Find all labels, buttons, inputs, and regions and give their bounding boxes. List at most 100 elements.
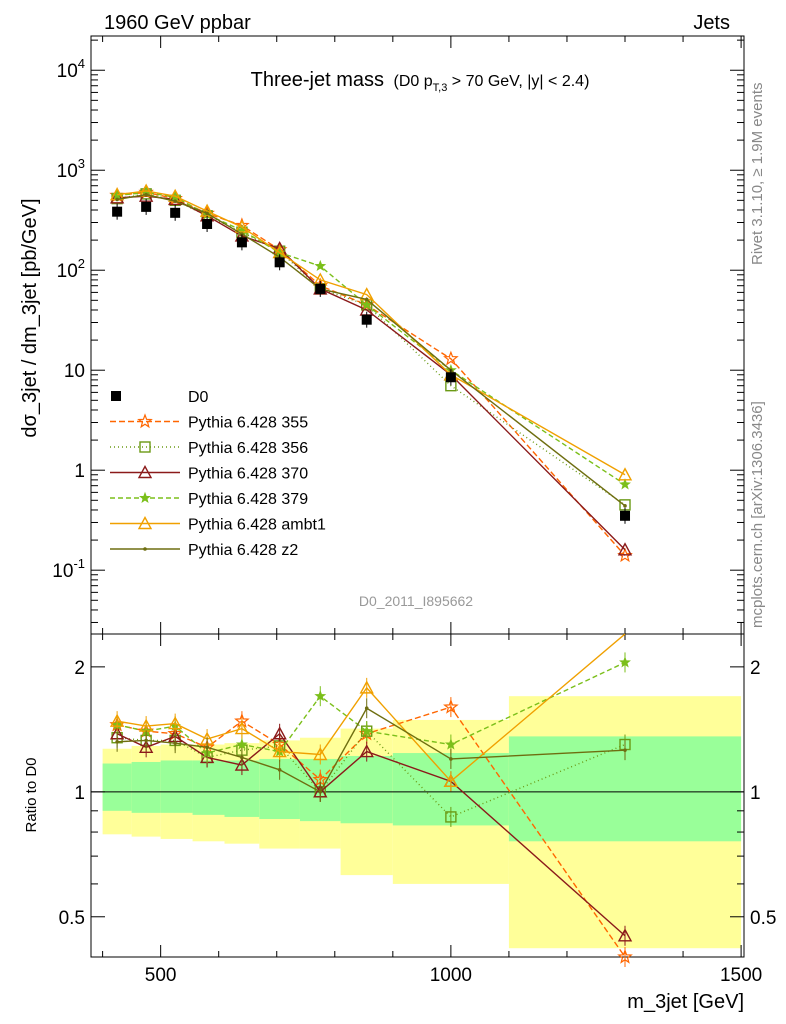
series-z2-point xyxy=(205,211,209,216)
legend-370-marker xyxy=(137,465,153,479)
series-379-point xyxy=(314,259,327,272)
series-355-line xyxy=(117,191,626,557)
series-z2-point xyxy=(240,232,244,236)
d0-point xyxy=(445,372,456,383)
chart-title: Three-jet mass (D0 pT,3 > 70 GeV, |y| < … xyxy=(251,69,590,94)
d0-point xyxy=(141,201,152,212)
ratio-series-z2-point xyxy=(449,757,453,761)
d0-point xyxy=(202,218,213,229)
series-z2-point xyxy=(173,199,177,204)
ratio-series-ambt1-line xyxy=(117,633,626,783)
ratio-series-ambt1-point xyxy=(167,716,183,730)
ratio-series-379-point xyxy=(235,738,248,750)
series-ambt1-point xyxy=(617,467,633,481)
ratio-series-370-point xyxy=(617,928,633,942)
legend-z2-marker xyxy=(143,547,147,551)
legend-z2-label: Pythia 6.428 z2 xyxy=(188,542,298,559)
series-379-line xyxy=(117,191,626,486)
watermark: D0_2011_I895662 xyxy=(359,593,473,609)
legend-355-label: Pythia 6.428 355 xyxy=(188,415,308,432)
mcplots-label: mcplots.cern.ch [arXiv:1306.3436] xyxy=(749,401,766,628)
ratio-series-379-point xyxy=(360,725,373,737)
legend-379-marker xyxy=(139,491,151,503)
series-370-point xyxy=(617,542,633,556)
ratio-series-z2-point xyxy=(277,767,282,772)
chart-subtitle-sub: T,3 xyxy=(433,82,448,94)
ratio-series-370-point xyxy=(359,744,374,758)
x-axis-label: m_3jet [GeV] xyxy=(627,991,744,1013)
ratio-series-ambt1-point xyxy=(109,713,125,727)
series-z2-line xyxy=(117,193,626,507)
ratio-series-z2-point xyxy=(115,739,119,744)
uncertainty-band-inner xyxy=(131,761,161,813)
chart-subtitle-pre: (D0 p xyxy=(394,73,433,90)
uncertainty-band-inner xyxy=(192,760,225,815)
uncertainty-band-inner xyxy=(160,760,193,813)
legend-370-label: Pythia 6.428 370 xyxy=(188,466,308,483)
ratio-series-379-point xyxy=(314,690,327,702)
y-axis-label: dσ_3jet / dm_3jet [pb/GeV] xyxy=(19,198,41,437)
x-tick-label: 1500 xyxy=(720,965,762,986)
d0-point xyxy=(315,283,326,294)
ratio-series-z2-line xyxy=(117,707,626,793)
y-tick-label: 104 xyxy=(57,56,85,82)
ratio-y-tick-label-right: 1 xyxy=(750,783,761,804)
ratio-series-370-point xyxy=(272,726,287,740)
ratio-series-z2-point xyxy=(623,748,627,752)
series-ambt1-point xyxy=(234,219,250,233)
y-tick-label: 10-1 xyxy=(52,556,85,582)
x-tick-label: 1000 xyxy=(430,965,472,986)
legend-d0-marker xyxy=(111,391,121,401)
legend-355-marker xyxy=(137,413,153,429)
ratio-frame-border xyxy=(90,633,745,958)
series-ambt1-line xyxy=(117,190,626,476)
chart-subtitle-post: > 70 GeV, |y| < 2.4) xyxy=(447,73,589,90)
legend-379-label: Pythia 6.428 379 xyxy=(188,491,308,508)
uncertainty-band-inner xyxy=(102,763,132,811)
ratio-y-tick-label: 0.5 xyxy=(59,908,85,929)
ratio-series-z2-point xyxy=(205,745,209,750)
d0-point xyxy=(236,237,247,248)
header-left: 1960 GeV ppbar xyxy=(104,12,251,34)
ratio-series-370-point xyxy=(138,739,154,754)
d0-point xyxy=(361,314,372,325)
series-355-point xyxy=(443,350,459,366)
ratio-series-379-line xyxy=(116,661,626,754)
chart-title-main: Three-jet mass xyxy=(251,69,384,91)
d0-point xyxy=(274,257,285,268)
d0-point xyxy=(620,510,631,521)
y-tick-label: 10 xyxy=(64,361,85,382)
x-tick-label: 500 xyxy=(145,965,177,986)
ratio-series-ambt1-point xyxy=(443,773,459,788)
ratio-series-ambt1-point xyxy=(313,747,328,761)
series-z2-point xyxy=(144,192,148,197)
ratio-y-tick-label: 1 xyxy=(74,783,85,804)
legend-356-marker xyxy=(139,441,151,453)
ratio-series-379-point xyxy=(619,656,631,668)
ratio-series-355-line xyxy=(116,706,626,958)
series-370-point xyxy=(167,192,183,206)
series-379-point xyxy=(619,478,631,490)
y-tick-label: 103 xyxy=(57,156,85,182)
series-z2-point xyxy=(115,197,119,202)
ratio-series-z2-point xyxy=(364,706,369,711)
y-tick-label: 1 xyxy=(74,461,85,482)
series-356-line xyxy=(117,193,626,506)
series-z2-point xyxy=(364,297,369,302)
ratio-series-356-point xyxy=(445,811,457,823)
header-right: Jets xyxy=(693,12,730,34)
ratio-series-z2-point xyxy=(144,738,148,743)
ratio-series-355-point xyxy=(443,698,459,714)
rivet-label: Rivet 3.1.10, ≥ 1.9M events xyxy=(749,83,766,266)
ratio-y-tick-label-right: 0.5 xyxy=(750,908,776,929)
legend: D0 Pythia 6.428 355 Pythia 6.428 356 Pythia… xyxy=(110,389,326,559)
y-tick-label: 102 xyxy=(57,256,85,282)
ratio-y-tick-label-right: 2 xyxy=(750,658,761,679)
ratio-series-ambt1-point xyxy=(234,721,250,735)
legend-d0-label: D0 xyxy=(188,389,209,406)
ratio-series-z2-point xyxy=(240,755,244,760)
ratio-series-z2-point xyxy=(318,790,323,794)
ratio-series-ambt1-point xyxy=(359,680,374,694)
legend-ambt1-marker xyxy=(137,516,153,530)
